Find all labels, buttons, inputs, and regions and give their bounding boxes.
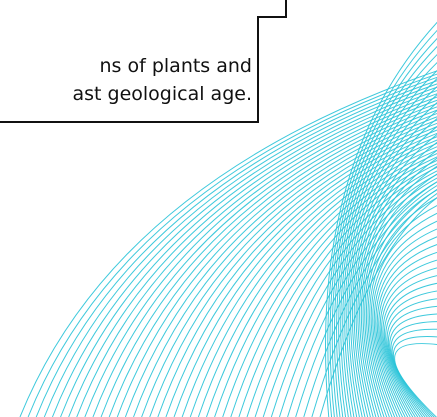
curve-line — [391, 328, 437, 417]
curve-line — [336, 62, 437, 417]
curve-line — [338, 70, 437, 417]
curve-line — [386, 298, 437, 417]
curve-line — [319, 197, 437, 417]
definition-text: ns of plants and ast geological age. — [0, 52, 253, 108]
curve-line — [359, 157, 437, 417]
curve-line — [364, 181, 437, 417]
curve-line — [360, 165, 437, 417]
curve-line — [340, 78, 437, 417]
curve-line — [197, 142, 437, 417]
curve-line — [43, 80, 437, 417]
curve-line — [348, 110, 437, 417]
curve-line — [344, 94, 437, 417]
curve-line — [214, 149, 437, 417]
curve-line — [51, 83, 437, 417]
curve-line — [149, 122, 437, 417]
curve-line — [376, 244, 437, 417]
curve-line — [165, 129, 437, 417]
curve-line — [389, 313, 437, 417]
curve-line — [84, 96, 437, 417]
curve-line — [230, 156, 437, 417]
curve-line — [353, 134, 437, 417]
curve-line — [394, 343, 437, 417]
curve-line — [92, 99, 437, 417]
curve-line — [370, 212, 437, 417]
curve-line — [116, 109, 437, 417]
curve-line — [173, 132, 437, 417]
curve-line — [333, 54, 437, 417]
curve-line — [141, 119, 437, 417]
curve-bundle-right — [325, 21, 437, 417]
curve-line — [329, 38, 437, 417]
curve-line — [387, 305, 437, 417]
curve-line — [346, 102, 437, 417]
curve-line — [206, 146, 437, 417]
curve-line — [262, 170, 437, 417]
curve-line — [325, 21, 437, 417]
curve-line — [19, 70, 437, 417]
curve-line — [375, 236, 437, 417]
curve-line — [60, 86, 437, 417]
curve-bundle-left — [19, 70, 437, 417]
curve-line — [365, 189, 437, 417]
curve-line — [327, 29, 437, 417]
curve-line — [189, 139, 437, 417]
curve-line — [379, 259, 437, 417]
definition-line-2: ast geological age. — [72, 83, 253, 105]
curve-line — [342, 86, 437, 417]
curve-line — [76, 93, 437, 417]
curve-line — [367, 197, 437, 417]
curve-line — [331, 46, 437, 417]
curve-line — [100, 103, 437, 417]
curve-line — [124, 113, 437, 417]
curve-line — [350, 118, 437, 417]
definition-box: ns of plants and ast geological age. — [0, 16, 259, 123]
curve-line — [378, 251, 437, 417]
curve-line — [27, 73, 437, 417]
curve-line — [392, 336, 437, 417]
curve-line — [372, 220, 437, 417]
curve-line — [351, 126, 437, 417]
curve-line — [385, 290, 437, 417]
curve-line — [287, 181, 437, 417]
definition-line-1: ns of plants and — [99, 55, 253, 77]
curve-line — [373, 228, 437, 417]
curve-line — [355, 141, 437, 417]
curve-line — [357, 149, 437, 417]
curve-line — [369, 205, 437, 417]
curve-line — [390, 321, 437, 417]
curve-line — [362, 173, 437, 417]
curve-line — [35, 76, 437, 417]
